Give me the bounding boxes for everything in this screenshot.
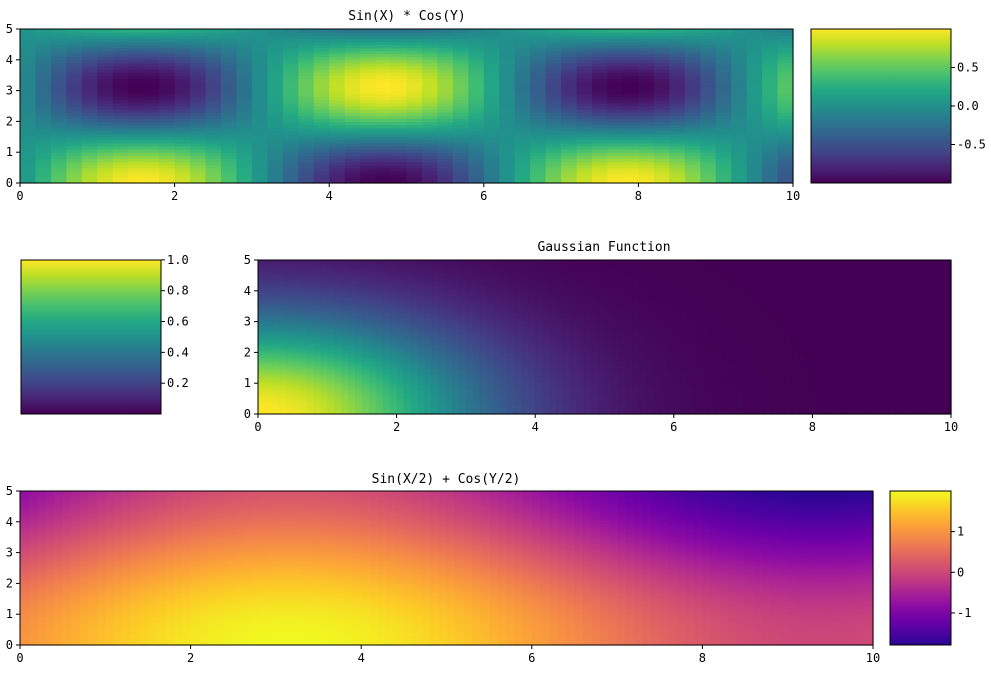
x-tick-label: 2 [171, 189, 178, 203]
y-tick-label: 5 [6, 22, 13, 36]
heatmap-cell [376, 29, 392, 33]
heatmap-cell [128, 29, 144, 33]
x-tick-label: 8 [635, 189, 642, 203]
heatmap-cell [638, 29, 654, 33]
heatmap-cell [762, 29, 778, 33]
y-tick-label: 2 [6, 114, 13, 128]
x-tick-label: 4 [326, 189, 333, 203]
heatmap-cell [329, 29, 345, 33]
heatmap-cell [175, 29, 191, 33]
heatmap-cell [561, 29, 577, 33]
x-tick-label: 6 [480, 189, 487, 203]
heatmap-cell [468, 29, 484, 33]
heatmap-cell [20, 29, 36, 33]
heatmap-cell [113, 29, 129, 33]
heatmap-cell [592, 29, 608, 33]
heatmap-cell [159, 29, 175, 33]
heatmap-cell [499, 29, 515, 33]
heatmap-cell [453, 29, 469, 33]
heatmap-cell [283, 29, 299, 33]
heatmap-cell [407, 29, 423, 33]
heatmap-cell [607, 29, 623, 33]
heatmap-cell [391, 29, 407, 33]
heatmap-cells [258, 260, 952, 415]
heatmap-cell [345, 29, 361, 33]
heatmap-sin-x-cos-y: Sin(X) * Cos(Y) 0 2 4 6 8 10 0 1 2 3 4 5 0.5 0.0 -0.… [6, 9, 986, 203]
heatmap-cell [716, 29, 732, 33]
heatmap-cell [82, 29, 98, 33]
heatmap-cell [700, 29, 716, 33]
heatmap-cell [654, 29, 670, 33]
heatmap-cell [35, 29, 51, 33]
heatmap-cell [314, 29, 330, 33]
y-tick-label: 1 [6, 145, 13, 159]
heatmap-cell [731, 29, 747, 33]
x-axis-ticks: 0 2 4 6 8 10 [16, 183, 800, 203]
heatmap-cell [515, 29, 531, 33]
heatmap-cell [360, 29, 376, 33]
heatmap-cell [530, 29, 546, 33]
colorbar-gradient [811, 29, 951, 183]
heatmap-cell [422, 29, 438, 33]
colorbar-tick-label: -0.5 [957, 137, 986, 151]
heatmap-cell [236, 29, 252, 33]
y-axis-ticks: 0 1 2 3 4 5 [6, 22, 20, 190]
heatmap-cell [685, 29, 701, 33]
heatmap-cell [437, 29, 453, 33]
x-tick-label: 0 [16, 189, 23, 203]
y-tick-label: 0 [6, 176, 13, 190]
heatmap-cell [484, 29, 500, 33]
colorbar: 0.5 0.0 -0.5 [811, 29, 986, 183]
heatmap-cell [546, 29, 562, 33]
colorbar-tick-label: 0.5 [957, 60, 979, 74]
heatmap-cell [221, 29, 237, 33]
colorbar-tick-label: 0.0 [957, 99, 979, 113]
x-tick-label: 10 [786, 189, 800, 203]
heatmap-cell [144, 29, 160, 33]
heatmap-cell [252, 29, 268, 33]
chart-title: Gaussian Function [537, 240, 670, 255]
heatmap-cell [206, 29, 222, 33]
heatmap-cell [623, 29, 639, 33]
heatmap-cell [190, 29, 206, 33]
chart-title: Sin(X) * Cos(Y) [348, 9, 465, 24]
heatmap-cell [747, 29, 763, 33]
heatmap-cell [51, 29, 67, 33]
heatmap-cell [669, 29, 685, 33]
heatmap-cell [298, 29, 314, 33]
heatmap-cell [267, 29, 283, 33]
heatmap-cell [66, 29, 82, 33]
y-tick-label: 3 [6, 84, 13, 98]
heatmap-cell [577, 29, 593, 33]
y-tick-label: 4 [6, 53, 13, 67]
heatmap-cell [97, 29, 113, 33]
heatmap-cell [778, 29, 794, 33]
heatmap-cells [20, 29, 794, 184]
